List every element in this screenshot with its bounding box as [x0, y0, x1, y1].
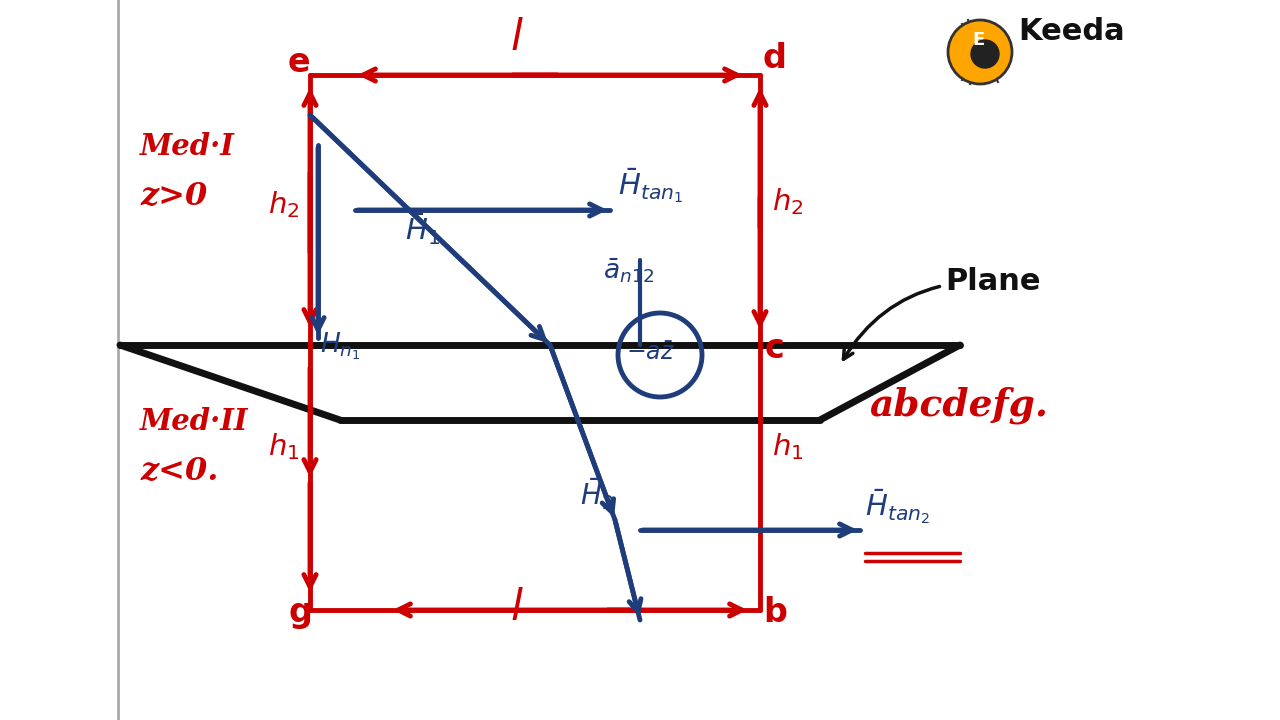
Text: e: e — [288, 46, 311, 79]
Text: Med·II: Med·II — [140, 407, 248, 436]
Text: Plane: Plane — [844, 267, 1041, 359]
Text: Med·I: Med·I — [140, 132, 234, 161]
Text: E: E — [972, 31, 984, 49]
Text: $H_{n_1}$: $H_{n_1}$ — [320, 330, 361, 361]
Text: $l$: $l$ — [509, 587, 524, 629]
Text: $h_1$: $h_1$ — [268, 431, 300, 462]
Text: $l$: $l$ — [509, 17, 524, 59]
Text: $\bar{a}_{n12}$: $\bar{a}_{n12}$ — [603, 256, 655, 284]
Text: $h_2$: $h_2$ — [772, 186, 804, 217]
Text: z>0: z>0 — [140, 181, 207, 212]
Text: $\bar{H}_2$: $\bar{H}_2$ — [580, 477, 613, 512]
Text: $h_1$: $h_1$ — [772, 431, 804, 462]
Text: $\bar{H}_{tan_1}$: $\bar{H}_{tan_1}$ — [618, 166, 684, 205]
Text: Keeda: Keeda — [1018, 17, 1125, 46]
Text: abcdefg.: abcdefg. — [870, 386, 1048, 423]
Text: $h_2$: $h_2$ — [268, 189, 300, 220]
Circle shape — [948, 20, 1012, 84]
Text: z<0.: z<0. — [140, 456, 219, 487]
Text: b: b — [763, 596, 787, 629]
Text: $-a\bar{z}$: $-a\bar{z}$ — [626, 341, 675, 365]
Text: $\bar{H}_1$: $\bar{H}_1$ — [404, 211, 440, 247]
Text: $\bar{H}_{tan_2}$: $\bar{H}_{tan_2}$ — [865, 487, 931, 526]
Text: d: d — [763, 42, 787, 75]
Circle shape — [972, 40, 998, 68]
Text: g: g — [288, 596, 312, 629]
Text: c: c — [765, 332, 785, 365]
